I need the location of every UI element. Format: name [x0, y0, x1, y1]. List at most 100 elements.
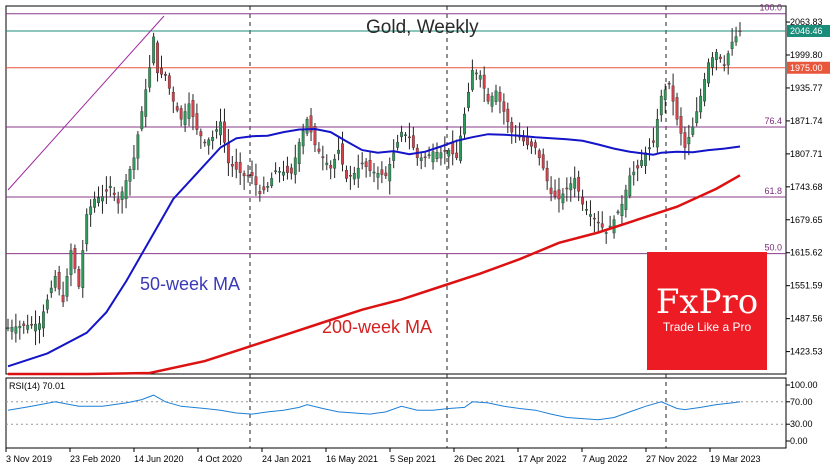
candle-body	[112, 192, 116, 195]
candle-body	[57, 272, 61, 290]
x-tick-label: 26 Dec 2021	[454, 454, 505, 464]
candle-body	[132, 157, 136, 170]
candle-body	[278, 171, 281, 173]
candle-body	[144, 89, 148, 117]
candle-body	[561, 193, 565, 204]
candle-body	[101, 196, 104, 202]
candle-body	[152, 36, 156, 64]
candle-body	[333, 158, 337, 169]
candle-body	[317, 148, 321, 152]
candle-body	[368, 159, 372, 171]
fib-level-label: 76.4	[764, 116, 782, 126]
price-tag-box	[787, 61, 830, 74]
candle-body	[636, 165, 640, 169]
candle-body	[34, 323, 37, 332]
fxpro-logo-box	[647, 252, 767, 370]
candle-body	[549, 187, 553, 195]
candle-body	[407, 136, 411, 139]
candle-body	[392, 152, 396, 161]
candle-body	[699, 95, 703, 113]
candle-body	[730, 41, 734, 49]
y-tick-label: 1487.56	[790, 314, 823, 324]
candle-body	[372, 171, 376, 174]
candle-body	[565, 187, 569, 190]
candle-body	[427, 154, 431, 156]
candle-body	[97, 197, 100, 204]
candle-body	[266, 185, 270, 188]
candle-body	[337, 149, 341, 154]
x-tick-label: 23 Feb 2020	[70, 454, 121, 464]
x-tick-label: 7 Aug 2022	[582, 454, 628, 464]
rsi-tick-label: 30.00	[790, 419, 813, 429]
candle-body	[297, 142, 301, 165]
candle-body	[234, 161, 238, 170]
candle-body	[498, 91, 502, 102]
candle-body	[529, 141, 533, 147]
candle-body	[41, 311, 45, 329]
candle-body	[321, 156, 325, 159]
ma50-line	[7, 127, 741, 368]
rsi-label: RSI(14) 70.01	[9, 381, 65, 391]
candle-body	[726, 53, 730, 66]
candle-body	[376, 173, 380, 178]
candle-body	[93, 198, 97, 208]
candle-body	[325, 162, 329, 165]
candle-body	[262, 186, 266, 191]
candle-body	[624, 189, 628, 210]
candle-body	[679, 116, 683, 134]
x-tick-label: 27 Nov 2022	[646, 454, 697, 464]
candle-body	[703, 79, 707, 102]
candle-body	[628, 175, 632, 197]
fxpro-logo-tagline: Trade Like a Pro	[663, 320, 752, 334]
candle-body	[400, 131, 403, 137]
ma200-label: 200-week MA	[322, 317, 432, 337]
candle-body	[26, 324, 30, 330]
candle-body	[73, 248, 77, 269]
candle-body	[592, 217, 596, 220]
fib-level-label: 50.0	[764, 243, 782, 253]
candle-body	[356, 167, 360, 179]
candle-body	[18, 325, 22, 329]
candle-body	[38, 323, 41, 330]
candle-body	[313, 126, 317, 146]
candle-body	[223, 121, 226, 143]
y-axis: 2063.83 1999.80 1935.77 1871.74 1807.71 1743.…	[786, 17, 823, 357]
candle-body	[659, 95, 663, 116]
rsi-levels: 100.00 70.00 30.00 0.00	[6, 380, 818, 446]
price-tag-label: 2046.46	[790, 26, 823, 36]
candle-body	[526, 136, 529, 146]
candle-body	[573, 178, 577, 189]
candle-body	[85, 214, 89, 245]
candle-body	[738, 30, 742, 32]
candle-body	[156, 42, 159, 74]
candle-body	[30, 324, 34, 326]
fib-level-label: 61.8	[764, 186, 782, 196]
x-tick-label: 16 May 2021	[326, 454, 378, 464]
candle-body	[120, 191, 124, 200]
y-tick-label: 1743.68	[790, 182, 823, 192]
candle-body	[537, 150, 541, 159]
candle-body	[502, 101, 506, 112]
rsi-tick-label: 70.00	[790, 397, 813, 407]
candle-body	[478, 75, 482, 80]
candle-body	[616, 211, 620, 214]
candle-body	[640, 160, 644, 166]
y-tick-label: 2063.83	[790, 17, 823, 27]
y-tick-label: 1935.77	[790, 83, 823, 93]
candle-body	[522, 137, 525, 142]
candle-body	[470, 70, 474, 90]
candle-body	[707, 62, 710, 84]
candle-body	[230, 163, 234, 167]
price-tag-label: 1975.00	[790, 63, 823, 73]
candle-body	[533, 142, 537, 148]
candle-body	[423, 156, 427, 159]
candle-body	[341, 143, 344, 165]
candle-body	[49, 287, 53, 294]
candle-body	[246, 174, 250, 177]
candle-body	[207, 139, 211, 146]
x-tick-label: 19 Mar 2023	[710, 454, 761, 464]
candle-body	[242, 173, 246, 177]
y-tick-label: 1615.62	[790, 248, 823, 258]
candle-body	[722, 64, 726, 66]
